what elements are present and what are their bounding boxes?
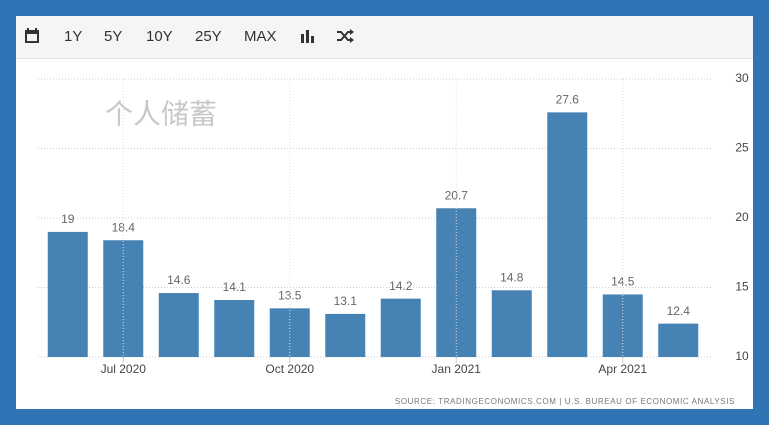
bar: [158, 293, 199, 357]
toolbar: 1Y 5Y 10Y 25Y MAX: [16, 16, 753, 59]
range-button[interactable]: MAX: [244, 28, 277, 45]
value-label: 12.4: [667, 304, 691, 318]
chart-title: 个人储蓄: [105, 98, 217, 129]
y-tick-label: 30: [735, 71, 749, 85]
value-label: 14.6: [167, 273, 191, 287]
bar: [325, 313, 366, 357]
value-label: 14.2: [389, 279, 413, 293]
bar: [436, 208, 477, 357]
bar: [547, 112, 588, 357]
x-tick-label: Oct 2020: [265, 362, 314, 376]
y-tick-label: 10: [735, 349, 749, 363]
value-label: 27.6: [556, 93, 580, 107]
value-label: 18.4: [112, 220, 136, 234]
bar: [380, 298, 421, 357]
bar: [214, 300, 255, 357]
value-label: 19: [61, 212, 75, 226]
value-label: 14.8: [500, 270, 524, 284]
value-label: 14.5: [611, 275, 635, 289]
shuffle-icon[interactable]: [336, 29, 354, 43]
bar: [47, 231, 88, 357]
x-tick-label: Jan 2021: [432, 362, 482, 376]
range-button[interactable]: 10Y: [146, 28, 173, 45]
y-tick-label: 20: [735, 210, 749, 224]
y-tick-label: 25: [735, 141, 749, 155]
value-label: 14.1: [223, 280, 247, 294]
y-tick-label: 15: [735, 280, 749, 294]
chart-type-icon[interactable]: [300, 29, 316, 43]
value-label: 13.1: [334, 294, 358, 308]
x-tick-label: Apr 2021: [598, 362, 647, 376]
bar: [491, 290, 532, 357]
range-button[interactable]: 25Y: [195, 28, 222, 45]
x-tick-label: Jul 2020: [101, 362, 147, 376]
source: SOURCE: TRADINGECONOMICS.COM | U.S. BURE…: [395, 397, 735, 406]
value-label: 20.7: [445, 188, 469, 202]
range-button[interactable]: 1Y: [64, 28, 83, 45]
bar: [658, 323, 699, 357]
range-button[interactable]: 5Y: [104, 28, 123, 45]
calendar-icon[interactable]: [24, 28, 40, 44]
